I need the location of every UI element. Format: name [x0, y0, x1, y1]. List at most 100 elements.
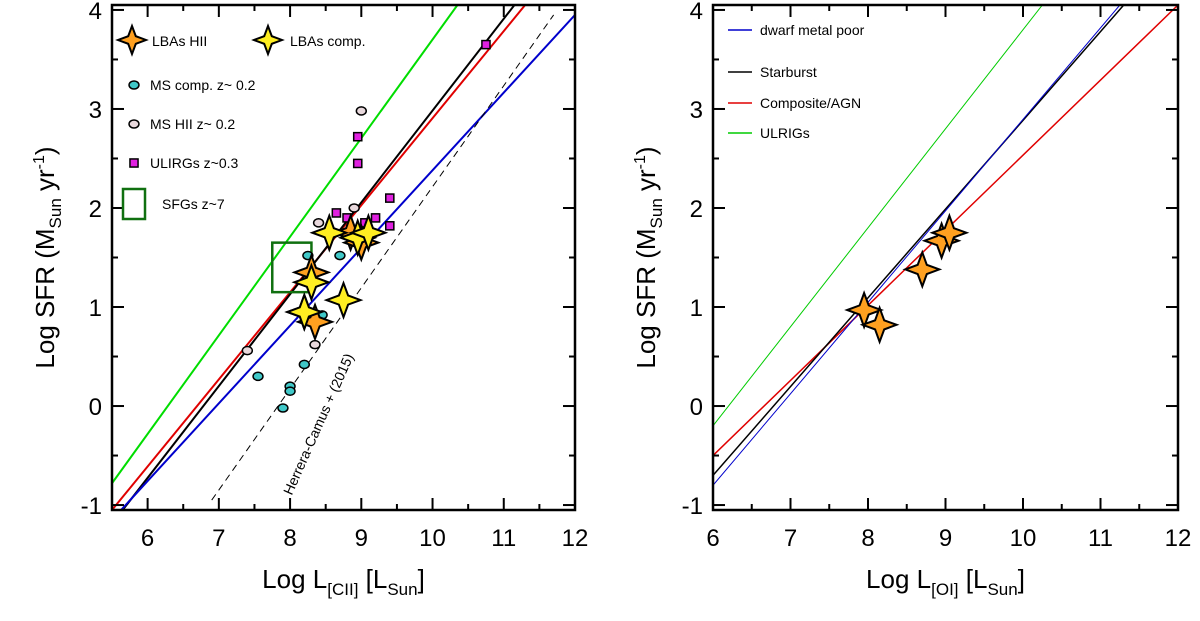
relation-line-starburst — [121, 5, 516, 510]
y-axis-label-main: Log SFR (M — [30, 228, 60, 368]
y-tick-label: 2 — [690, 196, 703, 223]
x-tick-label: 10 — [1010, 525, 1037, 552]
relation-line-dwarf-metal-poor — [713, 5, 1121, 486]
y-axis-label-sub: Sun — [647, 198, 666, 228]
data-point-ms-hii-z-0-2 — [355, 106, 368, 116]
data-point-ulirgs-z-0-3 — [481, 39, 491, 50]
x-axis-label-unit: [L — [959, 564, 988, 594]
data-point-lbas-comp- — [323, 280, 364, 320]
plot-area — [713, 5, 1178, 486]
x-axis-label-unit: [L — [358, 564, 387, 594]
data-point-ms-comp-z-0-2 — [252, 371, 264, 382]
legend-marker-sfgs-z-7 — [121, 187, 147, 221]
y-tick-label: 4 — [690, 0, 703, 25]
relation-line-starburst — [713, 5, 1125, 476]
x-tick-label: 6 — [141, 525, 154, 552]
x-axis-label-sub: [CII] — [327, 580, 358, 599]
x-axis-label: Log L[OI] [LSun] — [866, 564, 1025, 599]
legend-label: MS comp. z~ 0.2 — [150, 77, 256, 93]
legend-label: ULIRGs z~0.3 — [150, 155, 239, 171]
legend-label: LBAs comp. — [290, 33, 365, 49]
data-point-lbas — [902, 249, 943, 290]
x-tick-label: 11 — [1088, 525, 1113, 552]
legend-label: MS HII z~ 0.2 — [150, 116, 235, 132]
data-point-ms-hii-z-0-2 — [312, 218, 325, 228]
x-tick-label: 12 — [562, 525, 589, 552]
x-tick-label: 11 — [491, 525, 516, 552]
data-point-lbas-comp- — [348, 212, 389, 253]
x-axis-label-close: ] — [418, 564, 425, 594]
y-tick-label: -1 — [81, 493, 102, 520]
x-axis-label-close: ] — [1018, 564, 1025, 594]
data-point-ms-comp-z-0-2 — [298, 359, 311, 370]
plot-area — [112, 5, 575, 510]
y-tick-label: 4 — [89, 0, 102, 25]
legend-label: LBAs HII — [152, 33, 207, 49]
legend-label: Composite/AGN — [760, 95, 861, 111]
y-axis-label-main: Log SFR (M — [631, 228, 661, 368]
data-point-lbas — [859, 304, 900, 345]
x-tick-label: 12 — [1165, 525, 1192, 552]
legend-label: ULRIGs — [760, 125, 810, 141]
x-tick-label: 8 — [861, 525, 874, 552]
y-axis-label: Log SFR (MSun yr-1) — [30, 146, 65, 368]
herrera-camus-annotation: Herrera-Camus + (2015) — [280, 351, 357, 497]
x-axis-label-sub: [OI] — [931, 580, 958, 599]
y-axis-label-close: ) — [30, 146, 60, 155]
x-tick-label: 7 — [212, 525, 225, 552]
y-tick-label: 3 — [690, 97, 703, 124]
y-tick-label: 0 — [89, 394, 102, 421]
y-tick-label: 2 — [89, 196, 102, 223]
data-point-ulirgs-z-0-3 — [352, 158, 363, 169]
y-axis-label: Log SFR (MSun yr-1) — [631, 146, 666, 368]
x-axis-label-unit-sub: Sun — [387, 580, 417, 599]
y-axis-label-sub: Sun — [46, 198, 65, 228]
x-axis-label-unit-sub: Sun — [987, 580, 1017, 599]
x-tick-label: 9 — [939, 525, 952, 552]
x-tick-label: 10 — [419, 525, 446, 552]
data-point-lbas — [844, 290, 885, 330]
x-tick-label: 6 — [706, 525, 719, 552]
x-axis-label-main: Log L — [262, 564, 327, 594]
legend-label: SFGs z~7 — [162, 196, 225, 212]
x-axis-label: Log L[CII] [LSun] — [262, 564, 425, 599]
data-point-lbas — [929, 212, 970, 253]
y-axis-label-mid: yr — [631, 169, 661, 198]
relation-line-ulirgs — [112, 5, 459, 484]
data-point-ms-hii-z-0-2 — [241, 345, 254, 356]
y-tick-label: 3 — [89, 97, 102, 124]
legend: dwarf metal poor Starburst Composite/AGN UL… — [728, 22, 865, 141]
relation-line-herrera-camus-2015- — [211, 14, 555, 501]
data-point-ms-comp-z-0-2 — [277, 403, 289, 413]
relation-line-ulrigs — [713, 5, 1043, 427]
y-axis-label-sup: -1 — [31, 155, 48, 169]
data-point-ulirgs-z-0-3 — [370, 213, 381, 223]
plot-frame — [711, 3, 1180, 512]
data-point-ms-comp-z-0-2 — [334, 250, 346, 261]
data-point-ulirgs-z-0-3 — [352, 131, 363, 142]
y-tick-label: 1 — [89, 295, 102, 322]
data-point-ms-hii-z-0-2 — [309, 339, 321, 350]
data-point-ms-hii-z-0-2 — [348, 203, 360, 213]
y-tick-label: 1 — [690, 295, 703, 322]
data-point-lbas-comp- — [309, 212, 350, 253]
x-tick-label: 9 — [355, 525, 368, 552]
legend-marker-lbas-comp — [251, 23, 285, 57]
y-axis-label-mid: yr — [30, 169, 60, 198]
x-axis-label-main: Log L — [866, 564, 931, 594]
data-point-lbas-comp- — [284, 292, 325, 332]
data-point-ulirgs-z-0-3 — [385, 193, 395, 203]
x-tick-label: 8 — [283, 525, 296, 552]
data-point-lbas-comp- — [291, 262, 332, 303]
legend: LBAs HII LBAs comp. MS comp. z~ 0.2 MS HII … — [115, 23, 365, 221]
legend-marker-ms-comp-z-0-2 — [128, 80, 140, 90]
data-point-ulirgs-z-0-3 — [385, 221, 395, 231]
data-point-ulirgs-z-0-3 — [331, 208, 342, 218]
y-tick-label: -1 — [682, 493, 703, 520]
legend-marker-lbas-hii — [115, 23, 149, 57]
y-axis-label-close: ) — [631, 146, 661, 155]
y-tick-label: 0 — [690, 394, 703, 421]
